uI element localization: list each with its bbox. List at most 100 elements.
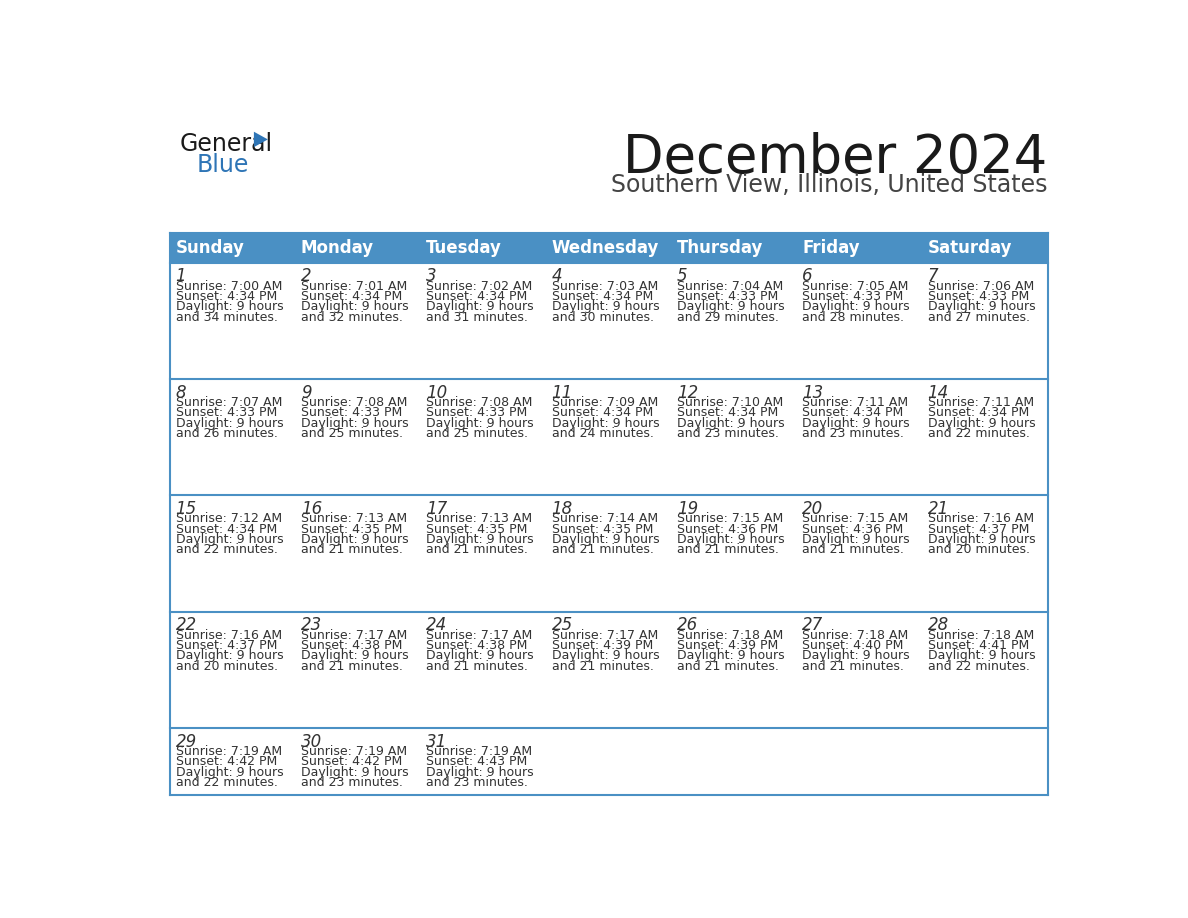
Text: Daylight: 9 hours: Daylight: 9 hours [426,300,533,313]
Bar [170,263,296,379]
Text: Daylight: 9 hours: Daylight: 9 hours [176,300,283,313]
Text: and 27 minutes.: and 27 minutes. [928,311,1030,324]
Text: Sunrise: 7:10 AM: Sunrise: 7:10 AM [677,396,783,409]
Text: Sunrise: 7:11 AM: Sunrise: 7:11 AM [802,396,909,409]
Text: and 34 minutes.: and 34 minutes. [176,311,278,324]
Text: 25: 25 [551,616,573,634]
Polygon shape [254,131,267,147]
Text: Daylight: 9 hours: Daylight: 9 hours [677,649,784,663]
Text: Sunset: 4:34 PM: Sunset: 4:34 PM [426,290,527,303]
Bar [797,263,922,379]
Text: Sunrise: 7:19 AM: Sunrise: 7:19 AM [426,744,532,758]
Text: Daylight: 9 hours: Daylight: 9 hours [176,766,283,778]
Text: and 21 minutes.: and 21 minutes. [551,543,653,556]
Text: December 2024: December 2024 [624,131,1048,184]
Text: Sunset: 4:33 PM: Sunset: 4:33 PM [928,290,1029,303]
Text: and 23 minutes.: and 23 minutes. [802,427,904,440]
Text: and 32 minutes.: and 32 minutes. [301,311,403,324]
Text: Sunrise: 7:19 AM: Sunrise: 7:19 AM [176,744,282,758]
Bar [296,611,421,728]
Text: Daylight: 9 hours: Daylight: 9 hours [426,649,533,663]
Text: 29: 29 [176,733,197,751]
Bar [296,496,421,611]
Text: 10: 10 [426,384,448,401]
Text: Daylight: 9 hours: Daylight: 9 hours [677,417,784,430]
Text: 1: 1 [176,267,187,285]
Text: Sunrise: 7:14 AM: Sunrise: 7:14 AM [551,512,658,525]
Text: Sunset: 4:43 PM: Sunset: 4:43 PM [426,756,527,768]
Text: and 21 minutes.: and 21 minutes. [677,543,779,556]
Text: Sunset: 4:37 PM: Sunset: 4:37 PM [928,522,1029,535]
Text: 18: 18 [551,500,573,518]
Text: 6: 6 [802,267,813,285]
Text: Daylight: 9 hours: Daylight: 9 hours [426,766,533,778]
Bar [797,496,922,611]
Text: Sunset: 4:42 PM: Sunset: 4:42 PM [301,756,403,768]
Text: 9: 9 [301,384,311,401]
Text: 26: 26 [677,616,699,634]
Text: Daylight: 9 hours: Daylight: 9 hours [802,300,910,313]
Text: Sunset: 4:34 PM: Sunset: 4:34 PM [551,290,653,303]
Text: Blue: Blue [196,152,249,176]
Text: Daylight: 9 hours: Daylight: 9 hours [301,533,409,546]
Text: Sunrise: 7:17 AM: Sunrise: 7:17 AM [301,629,407,642]
Text: Sunset: 4:35 PM: Sunset: 4:35 PM [301,522,403,535]
Text: and 30 minutes.: and 30 minutes. [551,311,653,324]
Bar [421,728,546,796]
Text: 4: 4 [551,267,562,285]
Text: Sunrise: 7:16 AM: Sunrise: 7:16 AM [928,512,1034,525]
Text: Sunrise: 7:18 AM: Sunrise: 7:18 AM [677,629,783,642]
Text: Daylight: 9 hours: Daylight: 9 hours [551,533,659,546]
Text: Sunrise: 7:02 AM: Sunrise: 7:02 AM [426,280,532,293]
Text: 22: 22 [176,616,197,634]
Text: Sunrise: 7:00 AM: Sunrise: 7:00 AM [176,280,282,293]
Bar [170,496,296,611]
Bar [922,728,1048,796]
Text: and 21 minutes.: and 21 minutes. [426,543,529,556]
Bar [296,379,421,496]
Text: 14: 14 [928,384,949,401]
Text: and 20 minutes.: and 20 minutes. [176,660,278,673]
Text: 27: 27 [802,616,823,634]
Text: Daylight: 9 hours: Daylight: 9 hours [928,649,1035,663]
Bar [922,496,1048,611]
Text: 30: 30 [301,733,322,751]
Text: 16: 16 [301,500,322,518]
Bar [671,611,797,728]
Text: Sunset: 4:35 PM: Sunset: 4:35 PM [426,522,527,535]
Bar [546,728,671,796]
Text: Sunrise: 7:05 AM: Sunrise: 7:05 AM [802,280,909,293]
Text: Wednesday: Wednesday [551,239,659,257]
Text: 21: 21 [928,500,949,518]
Text: Daylight: 9 hours: Daylight: 9 hours [301,300,409,313]
Text: Friday: Friday [802,239,860,257]
Text: and 21 minutes.: and 21 minutes. [426,660,529,673]
Bar [296,233,421,263]
Text: Monday: Monday [301,239,374,257]
Bar [922,263,1048,379]
Text: Daylight: 9 hours: Daylight: 9 hours [928,533,1035,546]
Text: and 28 minutes.: and 28 minutes. [802,311,904,324]
Text: Daylight: 9 hours: Daylight: 9 hours [301,417,409,430]
Text: Daylight: 9 hours: Daylight: 9 hours [301,649,409,663]
Bar [546,496,671,611]
Text: and 22 minutes.: and 22 minutes. [928,427,1030,440]
Text: Sunrise: 7:19 AM: Sunrise: 7:19 AM [301,744,407,758]
Bar [421,496,546,611]
Text: and 22 minutes.: and 22 minutes. [176,543,278,556]
Bar [546,263,671,379]
Bar [546,611,671,728]
Bar [797,611,922,728]
Text: and 23 minutes.: and 23 minutes. [426,776,529,789]
Text: 17: 17 [426,500,448,518]
Text: Sunrise: 7:01 AM: Sunrise: 7:01 AM [301,280,407,293]
Text: Daylight: 9 hours: Daylight: 9 hours [551,300,659,313]
Bar [421,379,546,496]
Text: 13: 13 [802,384,823,401]
Text: and 23 minutes.: and 23 minutes. [301,776,403,789]
Text: 20: 20 [802,500,823,518]
Text: and 21 minutes.: and 21 minutes. [802,543,904,556]
Text: 8: 8 [176,384,187,401]
Text: 11: 11 [551,384,573,401]
Text: Sunrise: 7:18 AM: Sunrise: 7:18 AM [928,629,1034,642]
